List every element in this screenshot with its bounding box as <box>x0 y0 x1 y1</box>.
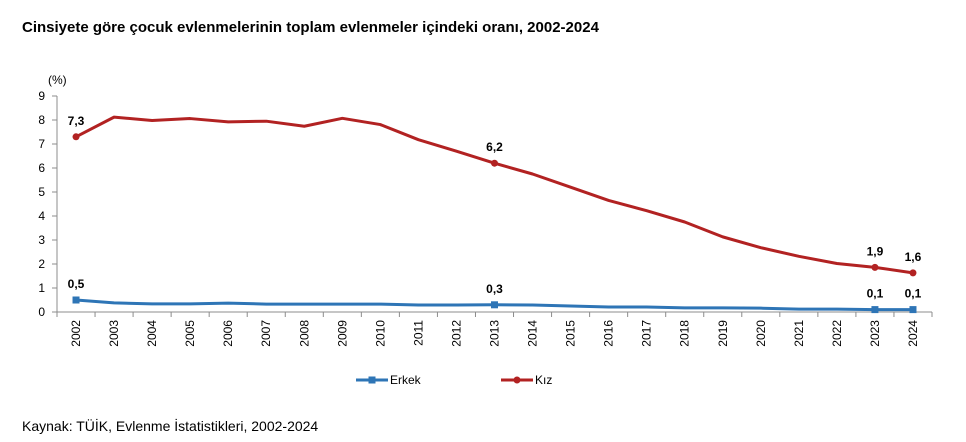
data-label-erkek: 0,1 <box>905 287 922 301</box>
series-markers <box>72 133 917 314</box>
y-tick-label: 5 <box>38 185 45 199</box>
marker-erkek <box>72 296 80 304</box>
x-tick-label: 2015 <box>564 320 578 347</box>
legend-swatch-marker <box>513 376 521 384</box>
marker-erkek <box>871 306 879 314</box>
marker-kız <box>871 263 879 271</box>
data-label-erkek: 0,3 <box>486 282 503 296</box>
y-axis-unit-label: (%) <box>48 73 67 87</box>
data-label-kız: 1,6 <box>905 250 922 264</box>
data-label-kız: 7,3 <box>68 114 85 128</box>
legend-label: Kız <box>535 373 552 387</box>
y-tick-label: 9 <box>38 89 45 103</box>
x-tick-label: 2006 <box>221 320 235 347</box>
x-tick-label: 2005 <box>183 320 197 347</box>
data-labels: 0,5 0,3 0,1 0,1 7,3 6,2 1,9 1,6 <box>68 114 922 301</box>
y-tick-label: 1 <box>38 281 45 295</box>
y-tick-label: 7 <box>38 137 45 151</box>
y-tick-label: 3 <box>38 233 45 247</box>
data-label-kız: 6,2 <box>486 140 503 154</box>
x-tick-label: 2013 <box>488 320 502 347</box>
data-label-erkek: 0,1 <box>867 287 884 301</box>
y-tick-labels: 0 1 2 3 4 5 6 7 8 9 <box>38 89 45 319</box>
chart-axes <box>52 95 933 317</box>
x-tick-label: 2007 <box>259 320 273 347</box>
y-tick-label: 4 <box>38 209 45 223</box>
x-tick-label: 2021 <box>792 320 806 347</box>
legend-item-erkek: Erkek <box>356 373 422 387</box>
x-tick-label: 2019 <box>716 320 730 347</box>
x-tick-label: 2023 <box>868 320 882 347</box>
legend-label: Erkek <box>390 373 422 387</box>
legend-swatch-marker <box>368 376 376 384</box>
x-tick-label: 2020 <box>754 320 768 347</box>
x-tick-label: 2003 <box>107 320 121 347</box>
x-tick-label: 2016 <box>602 320 616 347</box>
x-tick-label: 2018 <box>678 320 692 347</box>
data-label-erkek: 0,5 <box>68 277 85 291</box>
marker-erkek <box>909 306 917 314</box>
x-tick-labels: 2002 2003 2004 2005 2006 2007 2008 2009 2010 2011… <box>69 320 920 347</box>
marker-erkek <box>491 301 498 309</box>
x-tick-label: 2011 <box>411 320 425 346</box>
x-tick-label: 2002 <box>69 320 83 347</box>
y-tick-label: 2 <box>38 257 45 271</box>
x-tick-label: 2008 <box>297 320 311 347</box>
marker-kız <box>491 159 498 167</box>
y-tick-label: 0 <box>38 305 45 319</box>
x-tick-label: 2022 <box>830 320 844 347</box>
data-label-kız: 1,9 <box>867 244 884 258</box>
chart-legend: Erkek Kız <box>356 373 552 387</box>
x-tick-label: 2004 <box>145 320 159 347</box>
source-note: Kaynak: TÜİK, Evlenme İstatistikleri, 20… <box>22 418 319 434</box>
x-tick-label: 2024 <box>906 320 920 347</box>
y-tick-label: 8 <box>38 113 45 127</box>
chart-title: Cinsiyete göre çocuk evlenmelerinin topl… <box>22 19 599 36</box>
legend-item-kız: Kız <box>501 373 552 387</box>
x-tick-label: 2014 <box>526 320 540 347</box>
x-tick-label: 2010 <box>373 320 387 347</box>
x-tick-label: 2017 <box>640 320 654 347</box>
y-tick-label: 6 <box>38 161 45 175</box>
marker-kız <box>909 269 917 277</box>
x-tick-label: 2012 <box>449 320 463 347</box>
x-tick-label: 2009 <box>335 320 349 347</box>
marker-kız <box>72 133 80 141</box>
